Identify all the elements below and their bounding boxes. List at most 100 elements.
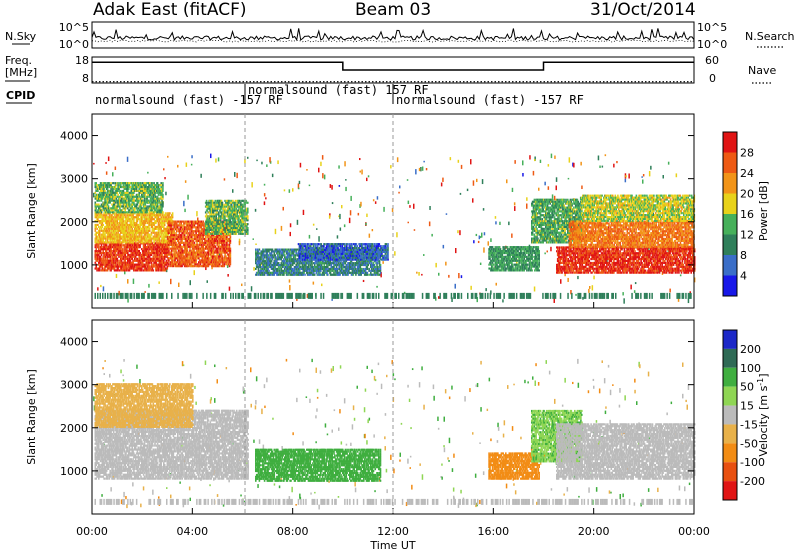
scatter-cell (429, 206, 431, 210)
ground-cell (636, 293, 638, 299)
scatter-cell (526, 204, 528, 209)
scatter-cell (376, 286, 378, 288)
scatter-cell (337, 235, 339, 238)
heat-cell (148, 264, 150, 266)
heat-cell (95, 248, 97, 250)
scatter-cell (289, 189, 291, 193)
heat-cell (100, 250, 102, 252)
scatter-cell (289, 279, 291, 282)
ground-cell (289, 293, 291, 299)
scatter-cell (593, 276, 595, 280)
scatter-cell (423, 161, 425, 163)
scatter-cell (147, 172, 149, 174)
ground-cell (332, 293, 334, 299)
scatter-cell (458, 273, 460, 278)
scatter-cell (127, 279, 129, 284)
heat-cell (112, 256, 114, 258)
scatter-cell (330, 184, 332, 188)
ground-cell (485, 293, 487, 299)
ground-cell (640, 293, 642, 299)
heat-cell (98, 264, 100, 266)
heat-cell (140, 260, 142, 262)
scatter-cell (529, 155, 531, 159)
scatter-cell (115, 167, 117, 170)
ground-cell (312, 293, 314, 299)
scatter-cell (506, 179, 508, 183)
scatter-cell (332, 202, 334, 204)
heat-cell (103, 264, 105, 266)
ground-cell (323, 293, 325, 299)
scatter-cell (514, 206, 516, 211)
scatter-cell (266, 164, 268, 167)
heat-cell (139, 256, 141, 258)
heat-cell (161, 252, 163, 254)
scatter-cell (534, 287, 536, 292)
scatter-cell (582, 297, 584, 300)
freq-right-tick-bottom: 0 (709, 72, 716, 85)
heat-cell (135, 252, 137, 254)
scatter-cell (133, 279, 135, 284)
heat-cell (150, 244, 152, 246)
scatter-cell (313, 224, 315, 226)
scatter-cell (598, 156, 600, 161)
ground-cell (239, 293, 241, 299)
ground-cell (260, 293, 262, 299)
scatter-cell (431, 234, 433, 237)
heat-cell (139, 258, 141, 260)
heat-cell (156, 269, 158, 271)
heat-cell (104, 268, 106, 270)
scatter-cell (467, 189, 469, 191)
heat-cell (102, 258, 104, 260)
ground-cell (685, 293, 687, 299)
scatter-cell (441, 183, 443, 187)
scatter-cell (479, 236, 481, 240)
scatter-cell (418, 272, 420, 276)
scatter-cell (668, 162, 670, 165)
scatter-cell (544, 253, 546, 255)
scatter-cell (340, 228, 342, 231)
scatter-cell (358, 213, 360, 216)
scatter-cell (409, 205, 411, 208)
heat-cell (124, 254, 126, 256)
ground-cell (338, 293, 340, 299)
scatter-cell (241, 284, 243, 286)
heat-cell (135, 256, 137, 258)
heat-cell (153, 250, 155, 252)
scatter-cell (185, 180, 187, 183)
scatter-cell (414, 229, 416, 231)
ground-cell (467, 293, 469, 299)
ground-cell (340, 293, 342, 299)
heat-cell (126, 266, 128, 268)
scatter-cell (641, 176, 643, 178)
scatter-cell (461, 275, 463, 278)
ground-cell (275, 293, 277, 299)
scatter-cell (339, 185, 341, 187)
scatter-cell (526, 197, 528, 201)
heat-cell (98, 226, 100, 228)
scatter-cell (435, 263, 437, 267)
heat-cell (124, 252, 126, 254)
heat-cell (161, 266, 163, 268)
heat-cell (96, 228, 98, 230)
heat-cell (131, 254, 133, 256)
scatter-cell (232, 189, 234, 193)
heat-cell (148, 250, 150, 252)
heat-cell (106, 250, 108, 252)
noise-left-tick-top: 10^5 (59, 21, 89, 34)
scatter-cell (450, 157, 452, 160)
scatter-cell (163, 168, 165, 170)
heat-cell (109, 244, 111, 246)
heat-cell (98, 240, 100, 242)
scatter-cell (508, 222, 510, 226)
ground-cell (555, 293, 557, 299)
heat-cell (109, 256, 111, 258)
scatter-cell (165, 192, 167, 196)
heat-cell (134, 268, 136, 270)
ground-cell (387, 293, 389, 299)
ground-cell (604, 293, 606, 299)
scatter-cell (443, 245, 445, 249)
noise-right-tick-bottom: 10^0 (697, 38, 727, 51)
scatter-cell (481, 233, 483, 238)
scatter-cell (218, 157, 220, 161)
heat-cell (129, 258, 131, 260)
